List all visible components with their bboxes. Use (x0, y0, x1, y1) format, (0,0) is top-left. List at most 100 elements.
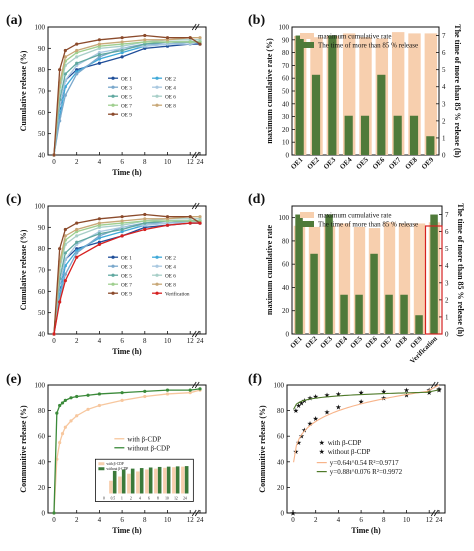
a-legend-marker (111, 85, 115, 89)
d-ytick-label: 40 (282, 284, 290, 292)
e-inset-bar (157, 466, 162, 494)
d-category-label: OE2 (304, 334, 320, 350)
d-legend-swatch (300, 221, 314, 227)
a-point (97, 42, 101, 46)
a-legend-label: OE 8 (165, 103, 176, 109)
a-legend-marker (111, 112, 115, 116)
e-point (86, 407, 90, 411)
f-point: ★ (335, 390, 341, 398)
b-bar-secondary (311, 74, 321, 155)
a-point (58, 68, 62, 72)
c-point (58, 247, 62, 251)
f-point: ★ (307, 420, 313, 428)
d-y2tick-label: 6 (445, 228, 449, 236)
a-point (120, 55, 124, 59)
a-xtick-label: 10 (164, 158, 172, 166)
c-legend-marker (155, 273, 159, 277)
e-ylabel: Communitive release (%) (19, 405, 28, 493)
a-xtick-label: 2 (75, 158, 79, 166)
f-break (433, 509, 439, 517)
f-point: ★ (358, 389, 364, 397)
b-category-label: OE2 (306, 155, 322, 171)
c-legend-label: Verification (165, 290, 190, 297)
a-ytick-label: 90 (38, 45, 46, 53)
d-y2tick-label: 2 (445, 296, 449, 304)
e-inset-bar (184, 466, 189, 494)
a-point (75, 55, 79, 59)
e-break (194, 509, 200, 517)
c-ytick-label: 70 (38, 267, 46, 275)
d-bar-secondary (325, 214, 333, 334)
f-ytick-label: 0 (281, 510, 285, 518)
c-series-line (53, 220, 201, 335)
c-legend-marker (155, 255, 159, 259)
a-series-line (53, 39, 200, 156)
c-ytick-label: 100 (35, 203, 46, 211)
d-category-label: OE1 (289, 334, 305, 350)
c-point (143, 217, 147, 221)
e-point (75, 394, 79, 399)
a-legend-marker (155, 103, 159, 107)
b-ytick-label: 10 (282, 139, 290, 147)
b-ytick-label: 30 (282, 113, 290, 121)
c-point (97, 242, 101, 246)
panel-label-f: (f) (248, 372, 262, 387)
c-point (97, 221, 101, 225)
a-xtick-label: 6 (120, 158, 124, 166)
e-inset-legend-label: without β-CDP (106, 467, 128, 471)
a-point (75, 61, 79, 65)
e-xtick-label: 8 (143, 516, 147, 524)
c-point (75, 221, 79, 225)
e-xtick-label: 10 (164, 516, 172, 524)
c-point (97, 232, 101, 236)
c-point (63, 272, 67, 276)
b-y2tick-label: 6 (442, 49, 446, 57)
b-y2tick-label: 7 (442, 32, 446, 40)
d-ytick-label: 80 (282, 237, 290, 245)
c-point (120, 227, 124, 232)
e-inset-legend-swatch (98, 462, 105, 466)
c-point (63, 279, 67, 283)
e-break (191, 381, 197, 389)
f-point: ★ (358, 398, 364, 406)
a-ylabel: Cumulative release (%) (19, 50, 28, 131)
e-inset-bar (163, 467, 167, 494)
d-bar-secondary (400, 294, 408, 334)
a-point (188, 36, 192, 40)
c-point (188, 221, 192, 225)
f-point: ★ (313, 415, 319, 423)
e-inset-tick-label: 6 (148, 496, 150, 500)
f-fit-label: y=0.64t^0.54 R²=0.9717 (330, 459, 399, 467)
d-bar-secondary (370, 253, 378, 334)
a-legend-label: OE 3 (121, 85, 132, 91)
d-ytick-label: 0 (286, 331, 290, 339)
e-point (60, 401, 65, 405)
e-inset-bar (154, 468, 158, 494)
f-xtick-label: 6 (359, 516, 363, 524)
d-bar-secondary (415, 315, 423, 334)
d-category-label: OE4 (334, 334, 350, 350)
f-legend-marker: ★ (319, 448, 325, 456)
e-point (188, 391, 192, 395)
e-inset-tick-label: 24 (183, 496, 187, 500)
a-legend-marker (111, 76, 115, 80)
c-xtick-label: 8 (143, 337, 147, 345)
e-inset-bar (127, 473, 131, 494)
e-xtick-label: 4 (98, 516, 102, 524)
a-legend-marker (111, 94, 115, 98)
f-point: ★ (290, 510, 296, 518)
a-point (75, 42, 79, 46)
b-bar-secondary (295, 35, 304, 155)
e-point (52, 511, 56, 515)
f-break (430, 381, 436, 389)
e-point (97, 392, 101, 396)
a-point (75, 72, 79, 76)
c-series-line (53, 218, 200, 335)
e-point (165, 388, 170, 392)
a-point (97, 61, 101, 65)
c-point (75, 255, 79, 259)
a-ytick-label: 40 (38, 152, 46, 160)
a-ytick-label: 70 (38, 88, 46, 96)
a-legend-marker (155, 94, 159, 98)
a-point (120, 36, 124, 40)
